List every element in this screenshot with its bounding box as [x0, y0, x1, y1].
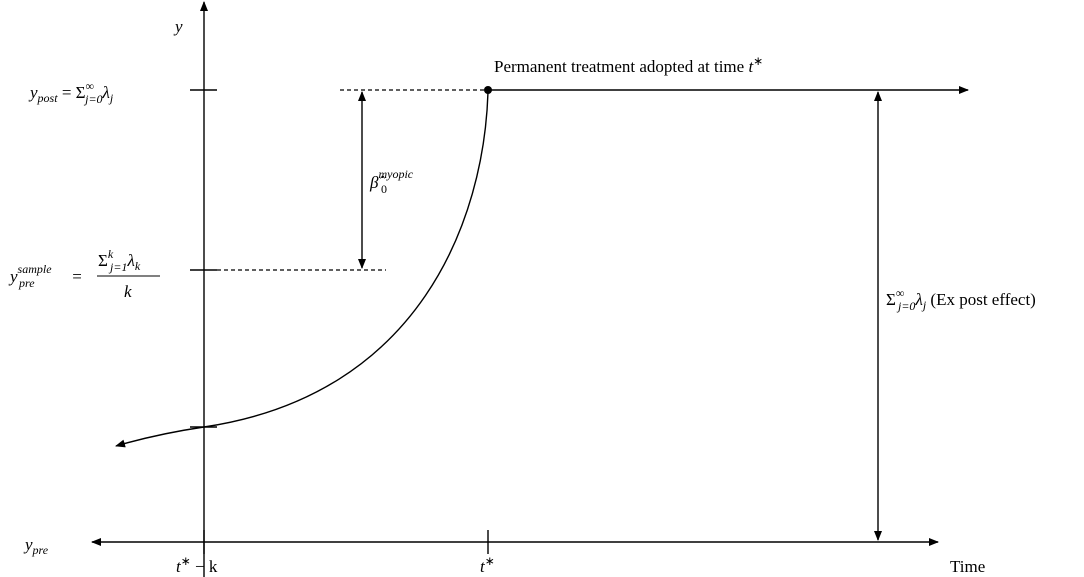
treatment-label: Permanent treatment adopted at time t∗ [494, 54, 763, 76]
equals: = [68, 267, 82, 286]
symbol: Σ [886, 290, 896, 309]
y-post-label: ypost = Σ∞ j=0λj [28, 79, 114, 106]
text: − k [191, 557, 218, 576]
symbol: t [748, 57, 754, 76]
superscript: ∞ [86, 79, 95, 93]
text: (Ex post effect) [926, 290, 1036, 309]
y-axis-label: y [173, 17, 183, 36]
subscript: k [135, 259, 141, 273]
superscript: ∗ [753, 54, 763, 68]
x-axis-label: Time [950, 557, 985, 576]
effect-label: Σ∞ j=0λj (Ex post effect) [886, 286, 1036, 313]
symbol: Σ [98, 251, 108, 270]
x-tick-label: t∗ − k [176, 554, 218, 576]
symbol: λ [126, 251, 134, 270]
superscript: myopic [378, 167, 413, 181]
subscript: j=0 [896, 299, 915, 313]
subscript: pre [18, 276, 35, 290]
superscript: ∗ [485, 554, 495, 568]
symbol: t [176, 557, 182, 576]
fraction-denominator: k [124, 282, 132, 301]
subscript: j=1 [108, 260, 127, 274]
subscript: pre [32, 543, 49, 557]
subscript: j [921, 298, 927, 312]
subscript: j=0 [83, 92, 102, 106]
symbol: λ [102, 83, 110, 102]
treatment-point [484, 86, 492, 94]
superscript: k [108, 247, 114, 261]
text: Permanent treatment adopted at time [494, 57, 748, 76]
y-pre-label: ypre [23, 535, 49, 557]
superscript: ∗ [181, 554, 191, 568]
y-pre-sample-label: ysample pre = [8, 262, 82, 290]
symbol: t [480, 557, 486, 576]
symbol: y [28, 83, 38, 102]
symbol: y [23, 535, 33, 554]
adjustment-curve [115, 91, 489, 448]
subscript: j [108, 91, 114, 105]
beta-label: β̂myopic 0 [369, 167, 414, 196]
subscript: post [37, 91, 59, 105]
x-tick-label: t∗ [480, 554, 495, 576]
symbol: y [8, 267, 18, 286]
symbol: λ [914, 290, 922, 309]
equals: = Σ [58, 83, 86, 102]
superscript: sample [18, 262, 53, 276]
subscript: 0 [381, 182, 387, 196]
fraction-numerator: Σk j=1λk [98, 247, 141, 274]
superscript: ∞ [896, 286, 905, 300]
